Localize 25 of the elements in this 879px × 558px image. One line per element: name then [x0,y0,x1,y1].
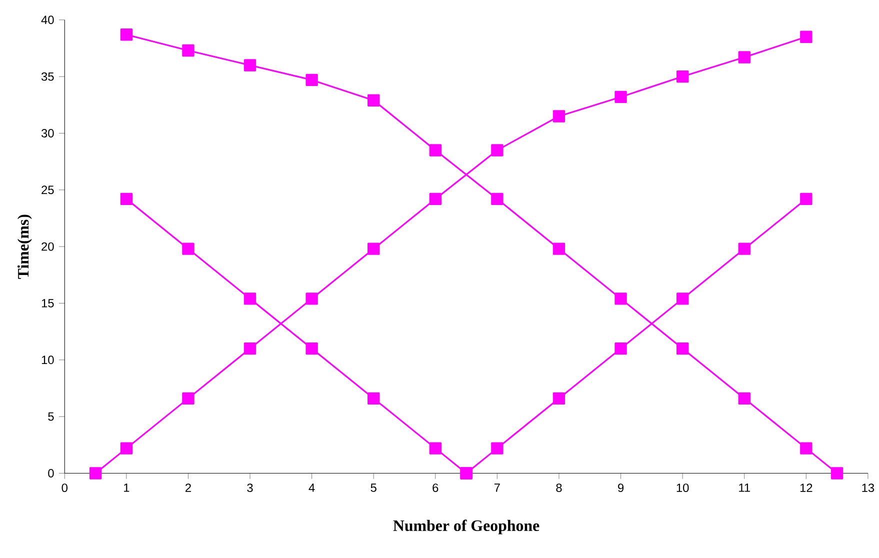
y-tick-label: 40 [41,16,54,24]
x-tick-label: 4 [308,484,315,492]
y-tick-label: 5 [48,412,54,421]
y-tick-label: 25 [42,186,54,194]
x-tick-label: 11 [739,484,750,492]
y-axis-title: Time(ms) [17,214,32,279]
y-tick-label: 30 [41,129,54,138]
x-tick-label: 9 [618,484,624,492]
x-axis-title: Number of Geophone [393,520,540,534]
x-tick-label: 6 [432,484,438,492]
x-tick-label: 1 [124,484,130,492]
x-tick-label: 7 [494,484,500,492]
x-tick-label: 8 [556,484,562,492]
x-tick-label: 3 [247,484,253,492]
y-tick-label: 20 [42,242,54,251]
y-tick-label: 0 [48,469,54,478]
x-tick-label: 12 [800,484,812,492]
y-tick-label: 15 [42,299,54,308]
x-tick-label: 5 [370,484,376,492]
y-tick-label: 10 [42,356,54,364]
x-tick-label: 13 [862,484,874,492]
x-tick-label: 2 [186,484,191,492]
x-tick-label: 10 [676,484,689,492]
y-tick-label: 35 [41,72,54,81]
x-tick-label: 0 [62,484,68,492]
